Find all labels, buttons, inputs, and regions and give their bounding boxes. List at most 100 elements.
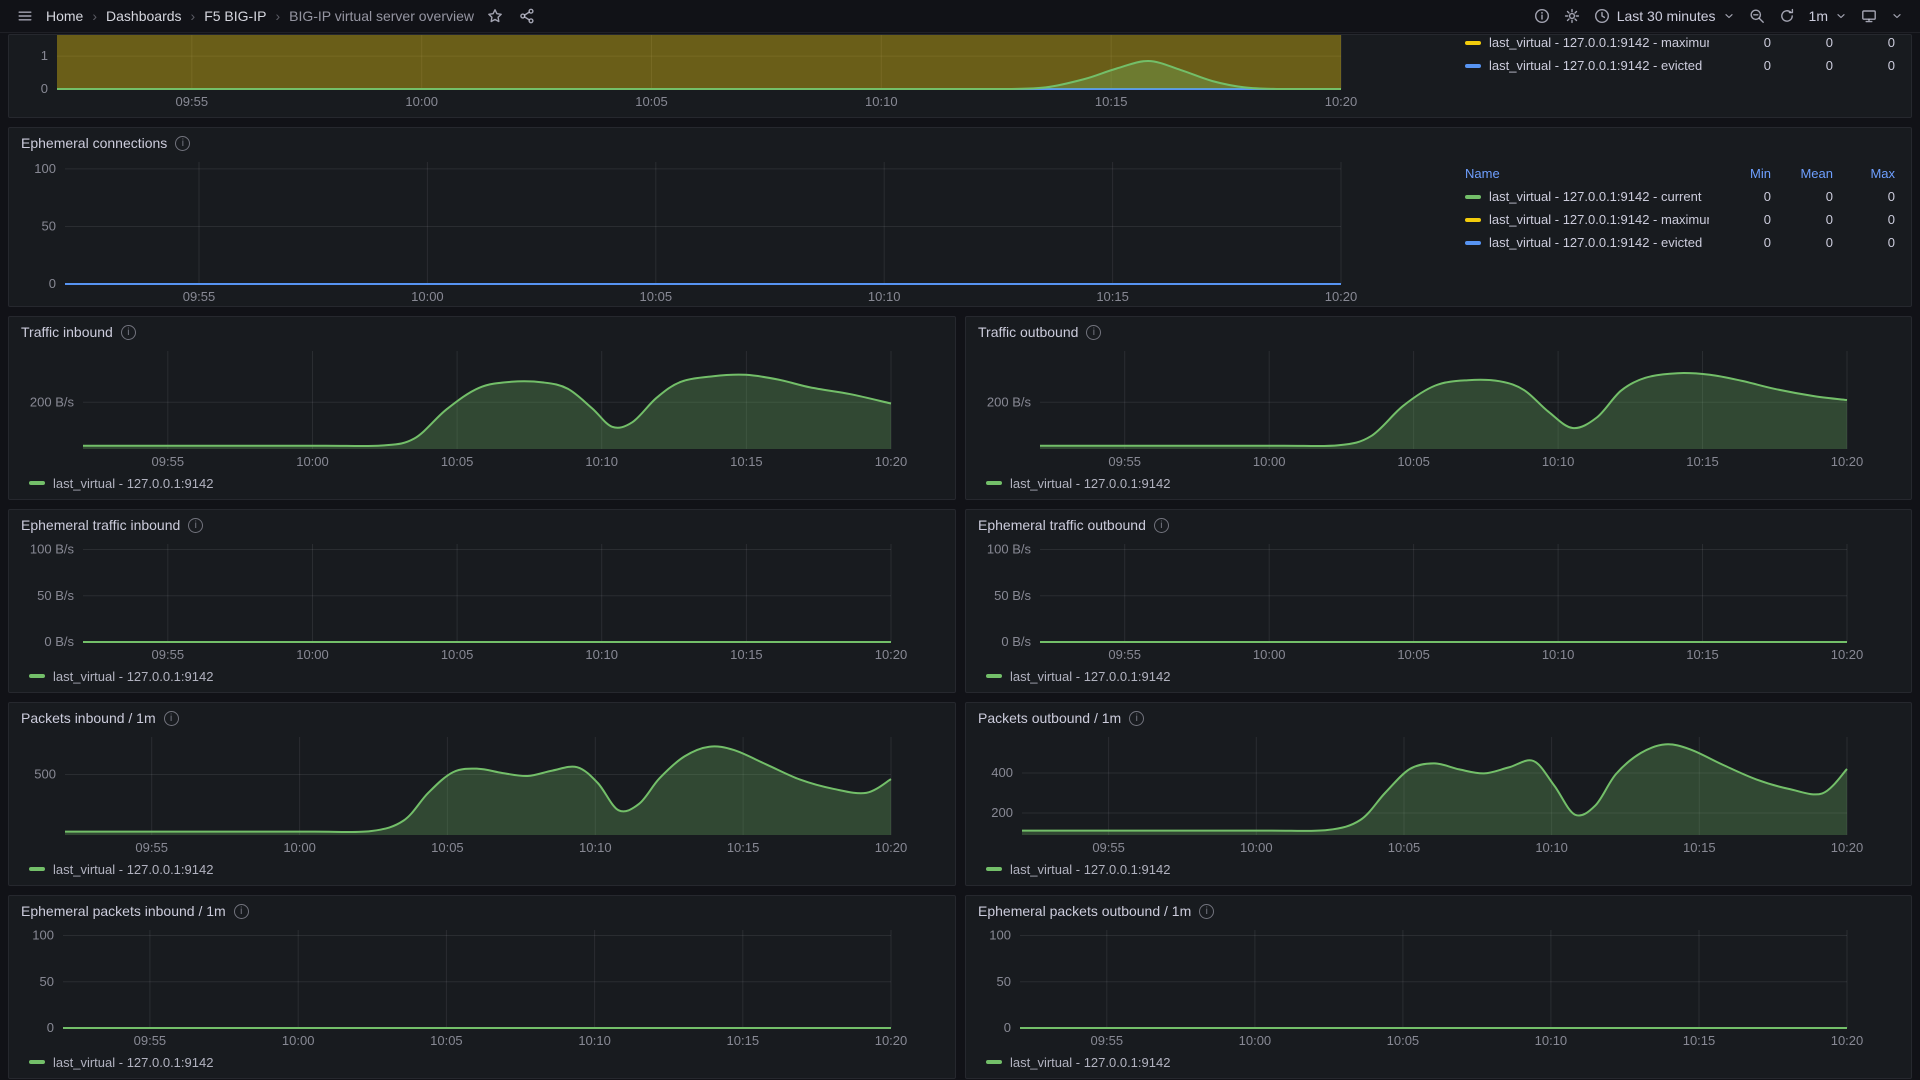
info-icon[interactable]	[1199, 903, 1215, 919]
panel-title[interactable]: Packets outbound / 1m	[978, 710, 1122, 726]
legend-min-value: 0	[1763, 235, 1771, 250]
legend-header-min[interactable]: Min	[1750, 166, 1771, 181]
legend-series-name[interactable]: last_virtual - 127.0.0.1:9142	[1010, 668, 1171, 684]
time-series-chart[interactable]: 09:55 10:00 10:05 10:10 10:15 10:20 0 50 100	[9, 158, 1441, 306]
svg-text:09:55: 09:55	[1091, 1033, 1124, 1048]
chevron-down-icon[interactable]	[1888, 7, 1906, 25]
panel-header: Traffic outbound	[966, 317, 1911, 347]
time-series-chart[interactable]: 09:55 10:00 10:05 10:10 10:15 10:20 500	[9, 733, 955, 857]
legend-mean-value: 0	[1825, 35, 1833, 50]
breadcrumb-f5-bigip[interactable]: F5 BIG-IP	[204, 8, 267, 24]
panel-ephemeral-connections: Ephemeral connections 09:55 10:00 10:05 10:…	[8, 127, 1912, 307]
time-range-label: Last 30 minutes	[1616, 8, 1716, 24]
svg-text:10:20: 10:20	[1831, 840, 1864, 855]
info-icon[interactable]	[163, 710, 179, 726]
svg-text:10:15: 10:15	[730, 454, 763, 469]
svg-text:0 B/s: 0 B/s	[1001, 634, 1031, 649]
info-icon[interactable]	[188, 517, 204, 533]
refresh-icon[interactable]	[1776, 5, 1798, 27]
breadcrumb-home[interactable]: Home	[46, 8, 84, 24]
time-series-chart[interactable]: 09:55 10:00 10:05 10:10 10:15 10:20 200 B/s	[966, 347, 1911, 471]
panel-title[interactable]: Ephemeral packets inbound / 1m	[21, 903, 226, 919]
time-series-chart[interactable]: 09:55 10:00 10:05 10:10 10:15 10:20 200 400	[966, 733, 1911, 857]
legend-series-name[interactable]: last_virtual - 127.0.0.1:9142 - evicted	[1489, 58, 1703, 73]
zoom-out-icon[interactable]	[1746, 5, 1768, 27]
svg-text:09:55: 09:55	[135, 840, 168, 855]
legend-mean-value: 0	[1825, 189, 1833, 204]
refresh-interval-picker[interactable]: 1m	[1806, 5, 1850, 27]
legend-series-name[interactable]: last_virtual - 127.0.0.1:9142 - maximum	[1489, 212, 1709, 227]
legend-series-name[interactable]: last_virtual - 127.0.0.1:9142	[1010, 861, 1171, 877]
svg-text:10:05: 10:05	[430, 1033, 463, 1048]
info-icon[interactable]	[1086, 324, 1102, 340]
legend-max-value: 0	[1887, 235, 1895, 250]
legend-series-name[interactable]: last_virtual - 127.0.0.1:9142	[53, 861, 214, 877]
panel-ephemeral-packets-inbound: Ephemeral packets inbound / 1m 09:55 10:0…	[8, 895, 956, 1079]
chevron-down-icon	[1837, 14, 1845, 19]
svg-text:200: 200	[991, 805, 1013, 820]
info-icon[interactable]	[1129, 710, 1145, 726]
legend-row: last_virtual - 127.0.0.1:9142 - maximum …	[1465, 35, 1895, 54]
svg-text:0 B/s: 0 B/s	[44, 634, 74, 649]
svg-text:10:15: 10:15	[727, 840, 760, 855]
panel-title[interactable]: Packets inbound / 1m	[21, 710, 156, 726]
share-icon[interactable]	[516, 5, 538, 27]
settings-icon[interactable]	[1561, 5, 1583, 27]
panel-header: Ephemeral packets inbound / 1m	[9, 896, 955, 926]
info-icon[interactable]	[120, 324, 136, 340]
legend-series-name[interactable]: last_virtual - 127.0.0.1:9142	[53, 1054, 214, 1070]
info-icon[interactable]	[175, 135, 191, 151]
svg-text:10:00: 10:00	[1253, 647, 1286, 662]
legend-min-value: 0	[1763, 212, 1771, 227]
panel-title[interactable]: Ephemeral connections	[21, 135, 168, 151]
svg-text:100 B/s: 100 B/s	[30, 542, 75, 557]
panel-title[interactable]: Traffic inbound	[21, 324, 113, 340]
legend-row: last_virtual - 127.0.0.1:9142 - evicted …	[1465, 231, 1895, 254]
panel-title[interactable]: Ephemeral packets outbound / 1m	[978, 903, 1192, 919]
legend-series-name[interactable]: last_virtual - 127.0.0.1:9142 - evicted	[1489, 235, 1703, 250]
svg-text:0: 0	[47, 1020, 54, 1035]
dashboard-row: Ephemeral traffic inbound 09:55 10:00 10:0…	[8, 509, 1912, 693]
legend-series-name[interactable]: last_virtual - 127.0.0.1:9142	[1010, 475, 1171, 491]
time-series-chart[interactable]: 09:55 10:00 10:05 10:10 10:15 10:20 0 B/s 50 B/…	[966, 540, 1911, 664]
svg-text:10:05: 10:05	[1387, 1033, 1420, 1048]
info-icon[interactable]	[233, 903, 249, 919]
svg-text:200 B/s: 200 B/s	[987, 394, 1032, 409]
legend-mean-value: 0	[1825, 235, 1833, 250]
legend-max-value: 0	[1887, 58, 1895, 73]
panel-ephemeral-traffic-inbound: Ephemeral traffic inbound 09:55 10:00 10:0…	[8, 509, 956, 693]
menu-icon[interactable]	[14, 5, 36, 27]
legend-series-name[interactable]: last_virtual - 127.0.0.1:9142	[53, 475, 214, 491]
time-series-chart[interactable]: 09:55 10:00 10:05 10:10 10:15 10:20 0 50 100	[966, 926, 1911, 1050]
legend-max-value: 0	[1887, 189, 1895, 204]
svg-text:10:10: 10:10	[579, 840, 612, 855]
svg-text:50 B/s: 50 B/s	[994, 588, 1031, 603]
time-series-chart[interactable]: 09:55 10:00 10:05 10:10 10:15 10:20 200 B/s	[9, 347, 955, 471]
time-series-chart[interactable]: 09:55 10:00 10:05 10:10 10:15 10:20 0 B/s 50 B/…	[9, 540, 955, 664]
series-swatch	[986, 674, 1002, 678]
legend-series-name[interactable]: last_virtual - 127.0.0.1:9142 - current	[1489, 189, 1702, 204]
legend-series-name[interactable]: last_virtual - 127.0.0.1:9142	[53, 668, 214, 684]
info-icon[interactable]	[1153, 517, 1169, 533]
time-series-chart[interactable]: 09:55 10:00 10:05 10:10 10:15 10:20 0 50 100	[9, 926, 955, 1050]
legend-series-name[interactable]: last_virtual - 127.0.0.1:9142	[1010, 1054, 1171, 1070]
svg-text:50: 50	[997, 974, 1011, 989]
navbar: Home › Dashboards › F5 BIG-IP › BIG-IP v…	[0, 0, 1920, 33]
svg-text:10:15: 10:15	[1683, 1033, 1716, 1048]
legend-mean-value: 0	[1825, 212, 1833, 227]
legend-series-name[interactable]: last_virtual - 127.0.0.1:9142 - maximum	[1489, 35, 1709, 50]
time-range-picker[interactable]: Last 30 minutes	[1591, 5, 1738, 27]
kiosk-mode-icon[interactable]	[1858, 5, 1880, 27]
series-swatch	[29, 481, 45, 485]
panel-title[interactable]: Traffic outbound	[978, 324, 1079, 340]
panel-title[interactable]: Ephemeral traffic inbound	[21, 517, 181, 533]
legend-header-name[interactable]: Name	[1465, 166, 1500, 181]
breadcrumb-dashboards[interactable]: Dashboards	[106, 8, 182, 24]
star-icon[interactable]	[484, 5, 506, 27]
legend-header-mean[interactable]: Mean	[1800, 166, 1833, 181]
legend-header-max[interactable]: Max	[1870, 166, 1895, 181]
time-series-chart[interactable]: 09:55 10:00 10:05 10:10 10:15 10:20 0 1	[9, 35, 1441, 111]
dashboard-insights-icon[interactable]	[1531, 5, 1553, 27]
panel-title[interactable]: Ephemeral traffic outbound	[978, 517, 1146, 533]
svg-text:10:05: 10:05	[635, 94, 668, 109]
